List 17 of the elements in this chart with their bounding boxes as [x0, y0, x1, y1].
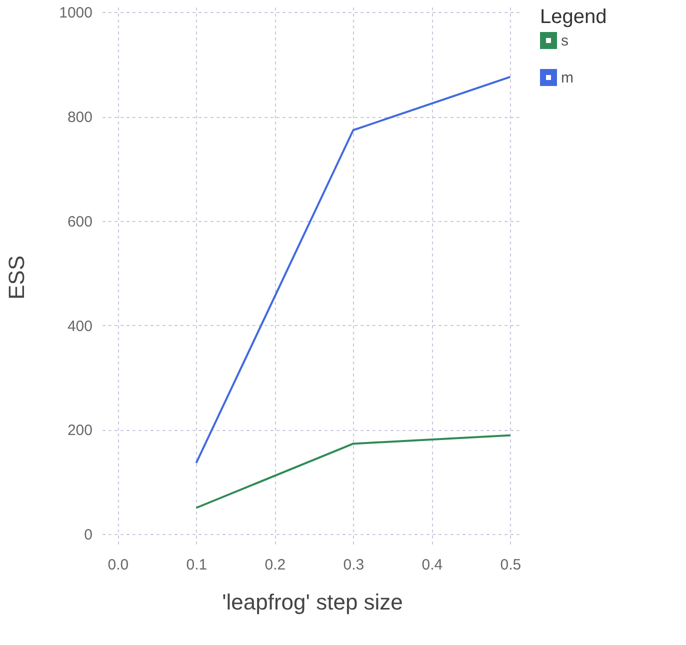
- x-tick-label: 0.4: [422, 556, 443, 574]
- legend-label: m: [561, 70, 574, 86]
- legend-label: s: [561, 32, 568, 50]
- y-tick-label: 0: [84, 526, 92, 544]
- y-tick-label: 200: [67, 422, 92, 440]
- x-tick-label: 0.0: [108, 556, 129, 574]
- x-tick-label: 0.5: [500, 556, 522, 574]
- x-tick-label: 0.1: [186, 556, 208, 574]
- x-axis-title: 'leapfrog' step size: [222, 590, 403, 614]
- y-tick-label: 1000: [59, 4, 92, 22]
- x-tick-label: 0.2: [264, 556, 286, 574]
- legend-title: Legend: [540, 6, 607, 28]
- y-tick-label: 400: [67, 318, 92, 335]
- x-tick-label: 0.3: [343, 556, 364, 574]
- y-axis-title: ESS: [4, 255, 30, 300]
- y-tick-label: 800: [67, 109, 92, 126]
- y-tick-label: 600: [67, 213, 92, 230]
